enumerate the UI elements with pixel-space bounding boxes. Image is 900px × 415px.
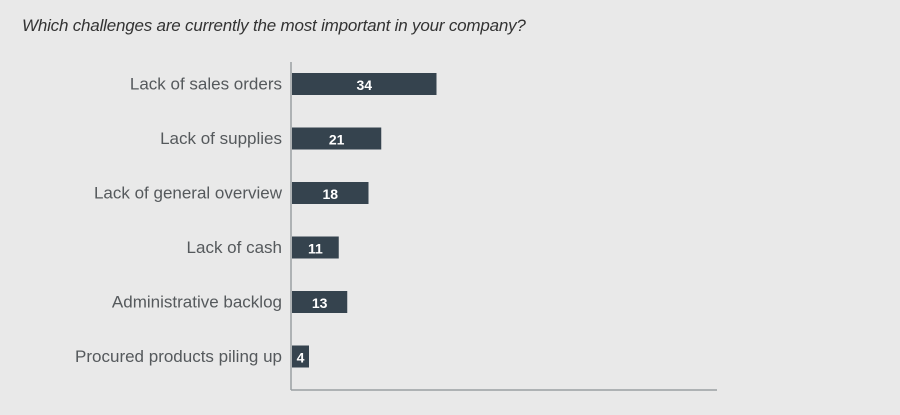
bar — [292, 345, 309, 368]
bar-value-label: 4 — [297, 350, 305, 366]
category-label: Lack of supplies — [160, 129, 282, 148]
bar-row: Lack of supplies 21 — [160, 127, 382, 150]
bar-row: Administrative backlog 13 — [112, 291, 348, 313]
bar-row: Lack of general overview 18 — [94, 182, 369, 204]
bar — [292, 182, 369, 204]
category-label: Lack of sales orders — [130, 75, 282, 94]
bar-row: Lack of sales orders 34 — [130, 73, 437, 95]
bar-value-label: 11 — [308, 241, 323, 257]
bar — [292, 236, 339, 259]
chart-title: Which challenges are currently the most … — [22, 16, 526, 35]
bar-row: Lack of cash 11 — [187, 236, 339, 259]
bars-group: Lack of sales orders 34 Lack of supplies 21… — [75, 73, 437, 368]
bar-value-label: 21 — [329, 132, 345, 148]
category-label: Lack of general overview — [94, 184, 283, 203]
bar — [292, 73, 437, 95]
bar — [292, 127, 382, 150]
bar-row: Procured products piling up 4 — [75, 345, 309, 368]
category-label: Administrative backlog — [112, 293, 282, 312]
bar-value-label: 18 — [322, 186, 338, 202]
bar-value-label: 13 — [312, 295, 328, 311]
category-label: Procured products piling up — [75, 347, 282, 366]
bar-value-label: 34 — [356, 77, 372, 93]
category-label: Lack of cash — [187, 238, 282, 257]
bar — [292, 291, 348, 313]
